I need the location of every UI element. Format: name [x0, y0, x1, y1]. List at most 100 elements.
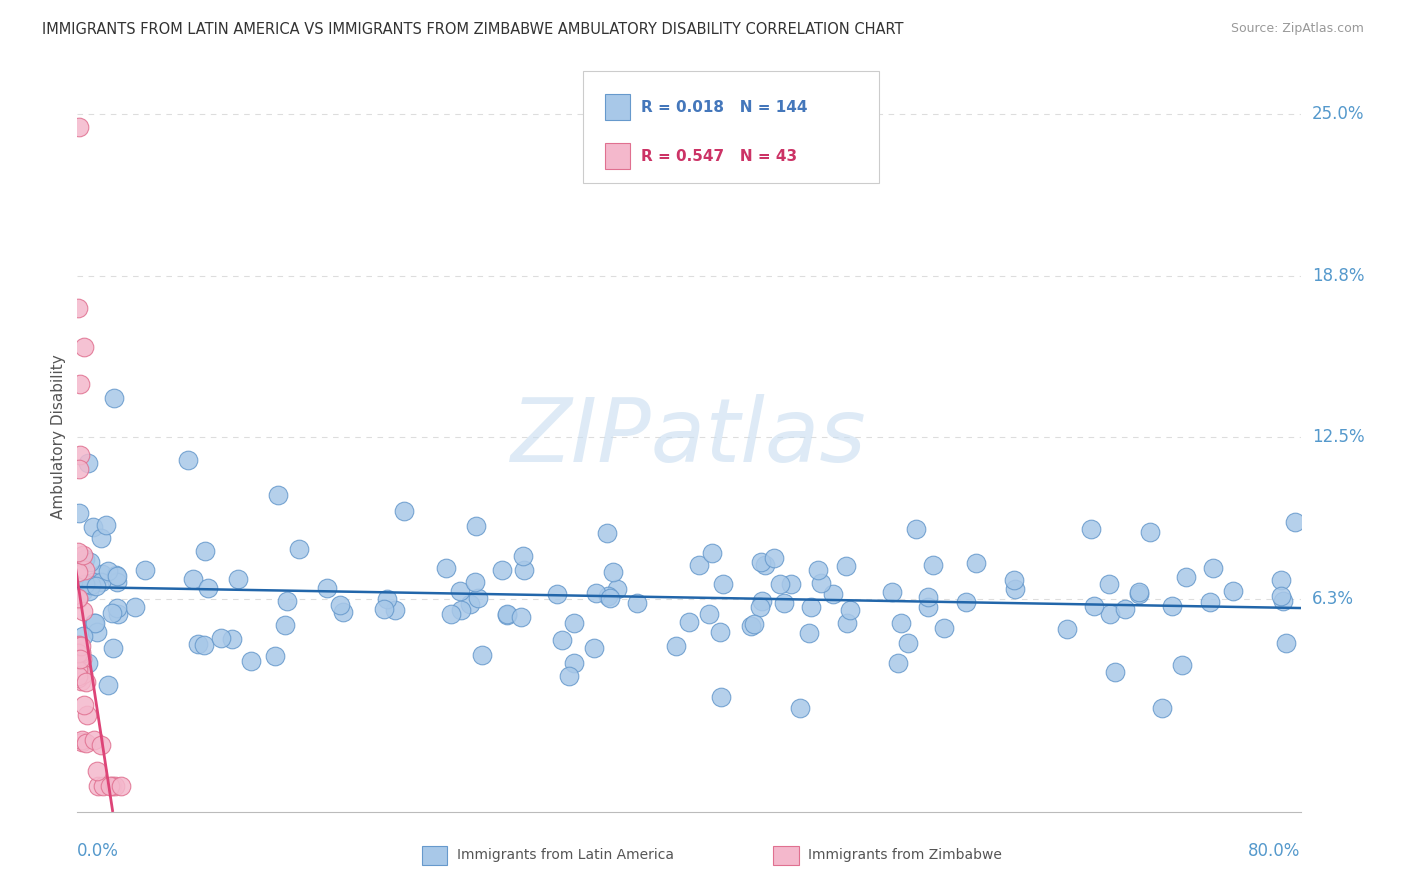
Point: [626, 596, 648, 610]
Point: [187, 637, 209, 651]
Point: [105, 575, 128, 590]
Point: [740, 618, 762, 632]
Point: [769, 577, 792, 591]
Point: [101, 641, 124, 656]
Point: [955, 595, 977, 609]
Point: [1004, 582, 1026, 596]
Point: [73, 698, 96, 712]
Point: [917, 590, 939, 604]
Point: [688, 558, 710, 572]
Point: [763, 551, 786, 566]
Point: [103, 392, 125, 406]
Point: [134, 563, 156, 577]
Point: [751, 594, 773, 608]
Point: [450, 603, 472, 617]
Point: [70, 652, 93, 666]
Point: [209, 631, 232, 645]
Point: [67, 565, 90, 579]
Point: [70, 647, 93, 661]
Point: [90, 574, 112, 589]
Point: [599, 591, 621, 605]
Text: 12.5%: 12.5%: [1312, 428, 1364, 446]
Point: [780, 576, 803, 591]
Point: [73, 563, 96, 577]
Point: [897, 636, 920, 650]
Point: [93, 779, 115, 793]
Point: [87, 779, 110, 793]
Point: [70, 735, 93, 749]
Point: [69, 652, 91, 666]
Point: [67, 671, 90, 685]
Point: [89, 532, 111, 546]
Text: Immigrants from Zimbabwe: Immigrants from Zimbabwe: [808, 848, 1002, 863]
Point: [72, 548, 94, 562]
Point: [83, 733, 105, 747]
Text: 80.0%: 80.0%: [1249, 842, 1301, 860]
Point: [193, 638, 215, 652]
Point: [86, 625, 108, 640]
Point: [440, 607, 463, 621]
Point: [67, 638, 90, 652]
Point: [839, 603, 862, 617]
Point: [124, 600, 146, 615]
Point: [67, 648, 90, 662]
Point: [197, 581, 219, 595]
Point: [67, 545, 90, 559]
Point: [101, 606, 124, 620]
Point: [69, 639, 91, 653]
Point: [665, 639, 688, 653]
Point: [316, 581, 339, 595]
Point: [82, 519, 104, 533]
Point: [797, 625, 820, 640]
Point: [70, 645, 93, 659]
Point: [711, 577, 734, 591]
Point: [83, 616, 105, 631]
Point: [67, 301, 90, 315]
Text: 18.8%: 18.8%: [1312, 267, 1364, 285]
Point: [69, 448, 91, 462]
Point: [75, 675, 97, 690]
Point: [1056, 622, 1078, 636]
Point: [82, 575, 104, 590]
Text: 25.0%: 25.0%: [1312, 105, 1364, 123]
Point: [90, 738, 112, 752]
Point: [697, 607, 720, 621]
Point: [605, 582, 627, 597]
Point: [101, 779, 124, 793]
Point: [1270, 574, 1292, 588]
Point: [264, 648, 287, 663]
Point: [1275, 635, 1298, 649]
Point: [228, 572, 250, 586]
Point: [934, 621, 956, 635]
Point: [273, 618, 295, 632]
Point: [1098, 577, 1121, 591]
Point: [104, 779, 127, 793]
Text: IMMIGRANTS FROM LATIN AMERICA VS IMMIGRANTS FROM ZIMBABWE AMBULATORY DISABILITY : IMMIGRANTS FROM LATIN AMERICA VS IMMIGRA…: [42, 22, 904, 37]
Point: [1160, 599, 1182, 614]
Text: ZIPatlas: ZIPatlas: [512, 394, 866, 480]
Point: [105, 568, 128, 582]
Point: [742, 617, 765, 632]
Point: [470, 648, 492, 662]
Point: [709, 624, 731, 639]
Point: [564, 615, 586, 630]
Point: [965, 556, 987, 570]
Point: [70, 733, 93, 747]
Point: [512, 549, 534, 563]
Point: [73, 340, 96, 354]
Point: [221, 632, 243, 646]
Point: [194, 544, 217, 558]
Point: [392, 503, 415, 517]
Point: [546, 587, 568, 601]
Point: [72, 584, 94, 599]
Point: [1002, 573, 1025, 587]
Point: [789, 701, 811, 715]
Point: [464, 519, 486, 533]
Point: [1171, 658, 1194, 673]
Point: [86, 764, 108, 779]
Point: [1199, 595, 1222, 609]
Point: [181, 572, 204, 586]
Point: [1128, 586, 1150, 600]
Point: [495, 608, 517, 623]
Point: [449, 583, 471, 598]
